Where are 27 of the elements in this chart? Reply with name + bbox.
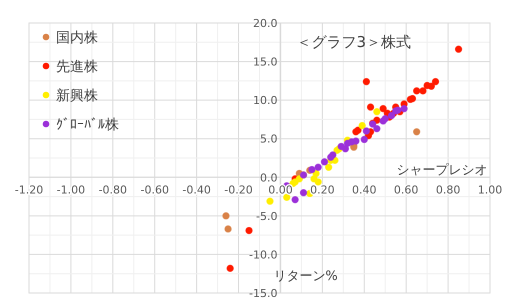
x-tick-label: -0.40 [182, 183, 211, 196]
x-tick-label: 0.60 [394, 183, 418, 196]
y-tick-label: 0.0 [260, 171, 278, 184]
x-tick-label: -1.00 [56, 183, 86, 196]
x-tick-label: 0.20 [310, 183, 335, 196]
y-tick-label: -10.0 [248, 248, 278, 262]
x-tick-label: -0.80 [98, 183, 128, 196]
y-tick-label: -5.0 [256, 210, 278, 223]
legend-label: 先進株 [56, 59, 98, 75]
y-tick-label: 10.0 [252, 94, 278, 108]
y-axis-title: リターン% [273, 268, 338, 284]
x-axis-title: シャープレシオ [396, 163, 488, 178]
x-tick-label: 0.00 [268, 183, 293, 196]
x-tick-label: 1.00 [478, 183, 502, 196]
x-tick-label: -0.60 [140, 183, 169, 196]
x-tick-label: 0.40 [352, 183, 377, 196]
x-tick-label: -1.20 [14, 183, 44, 196]
legend-label: 新興株 [56, 88, 98, 104]
legend-label: ｸﾞﾛｰﾊﾞﾙ株 [56, 117, 119, 133]
y-tick-label: 20.0 [252, 17, 278, 30]
y-tick-label: -15.0 [248, 287, 278, 300]
y-tick-label: 15.0 [252, 56, 278, 69]
x-tick-label: -0.20 [224, 183, 253, 196]
x-tick-label: 0.80 [436, 183, 460, 196]
y-tick-label: 5.0 [260, 132, 278, 146]
text: ＜グラフ3＞株式 [296, 32, 412, 51]
legend-label: 国内株 [56, 30, 98, 46]
